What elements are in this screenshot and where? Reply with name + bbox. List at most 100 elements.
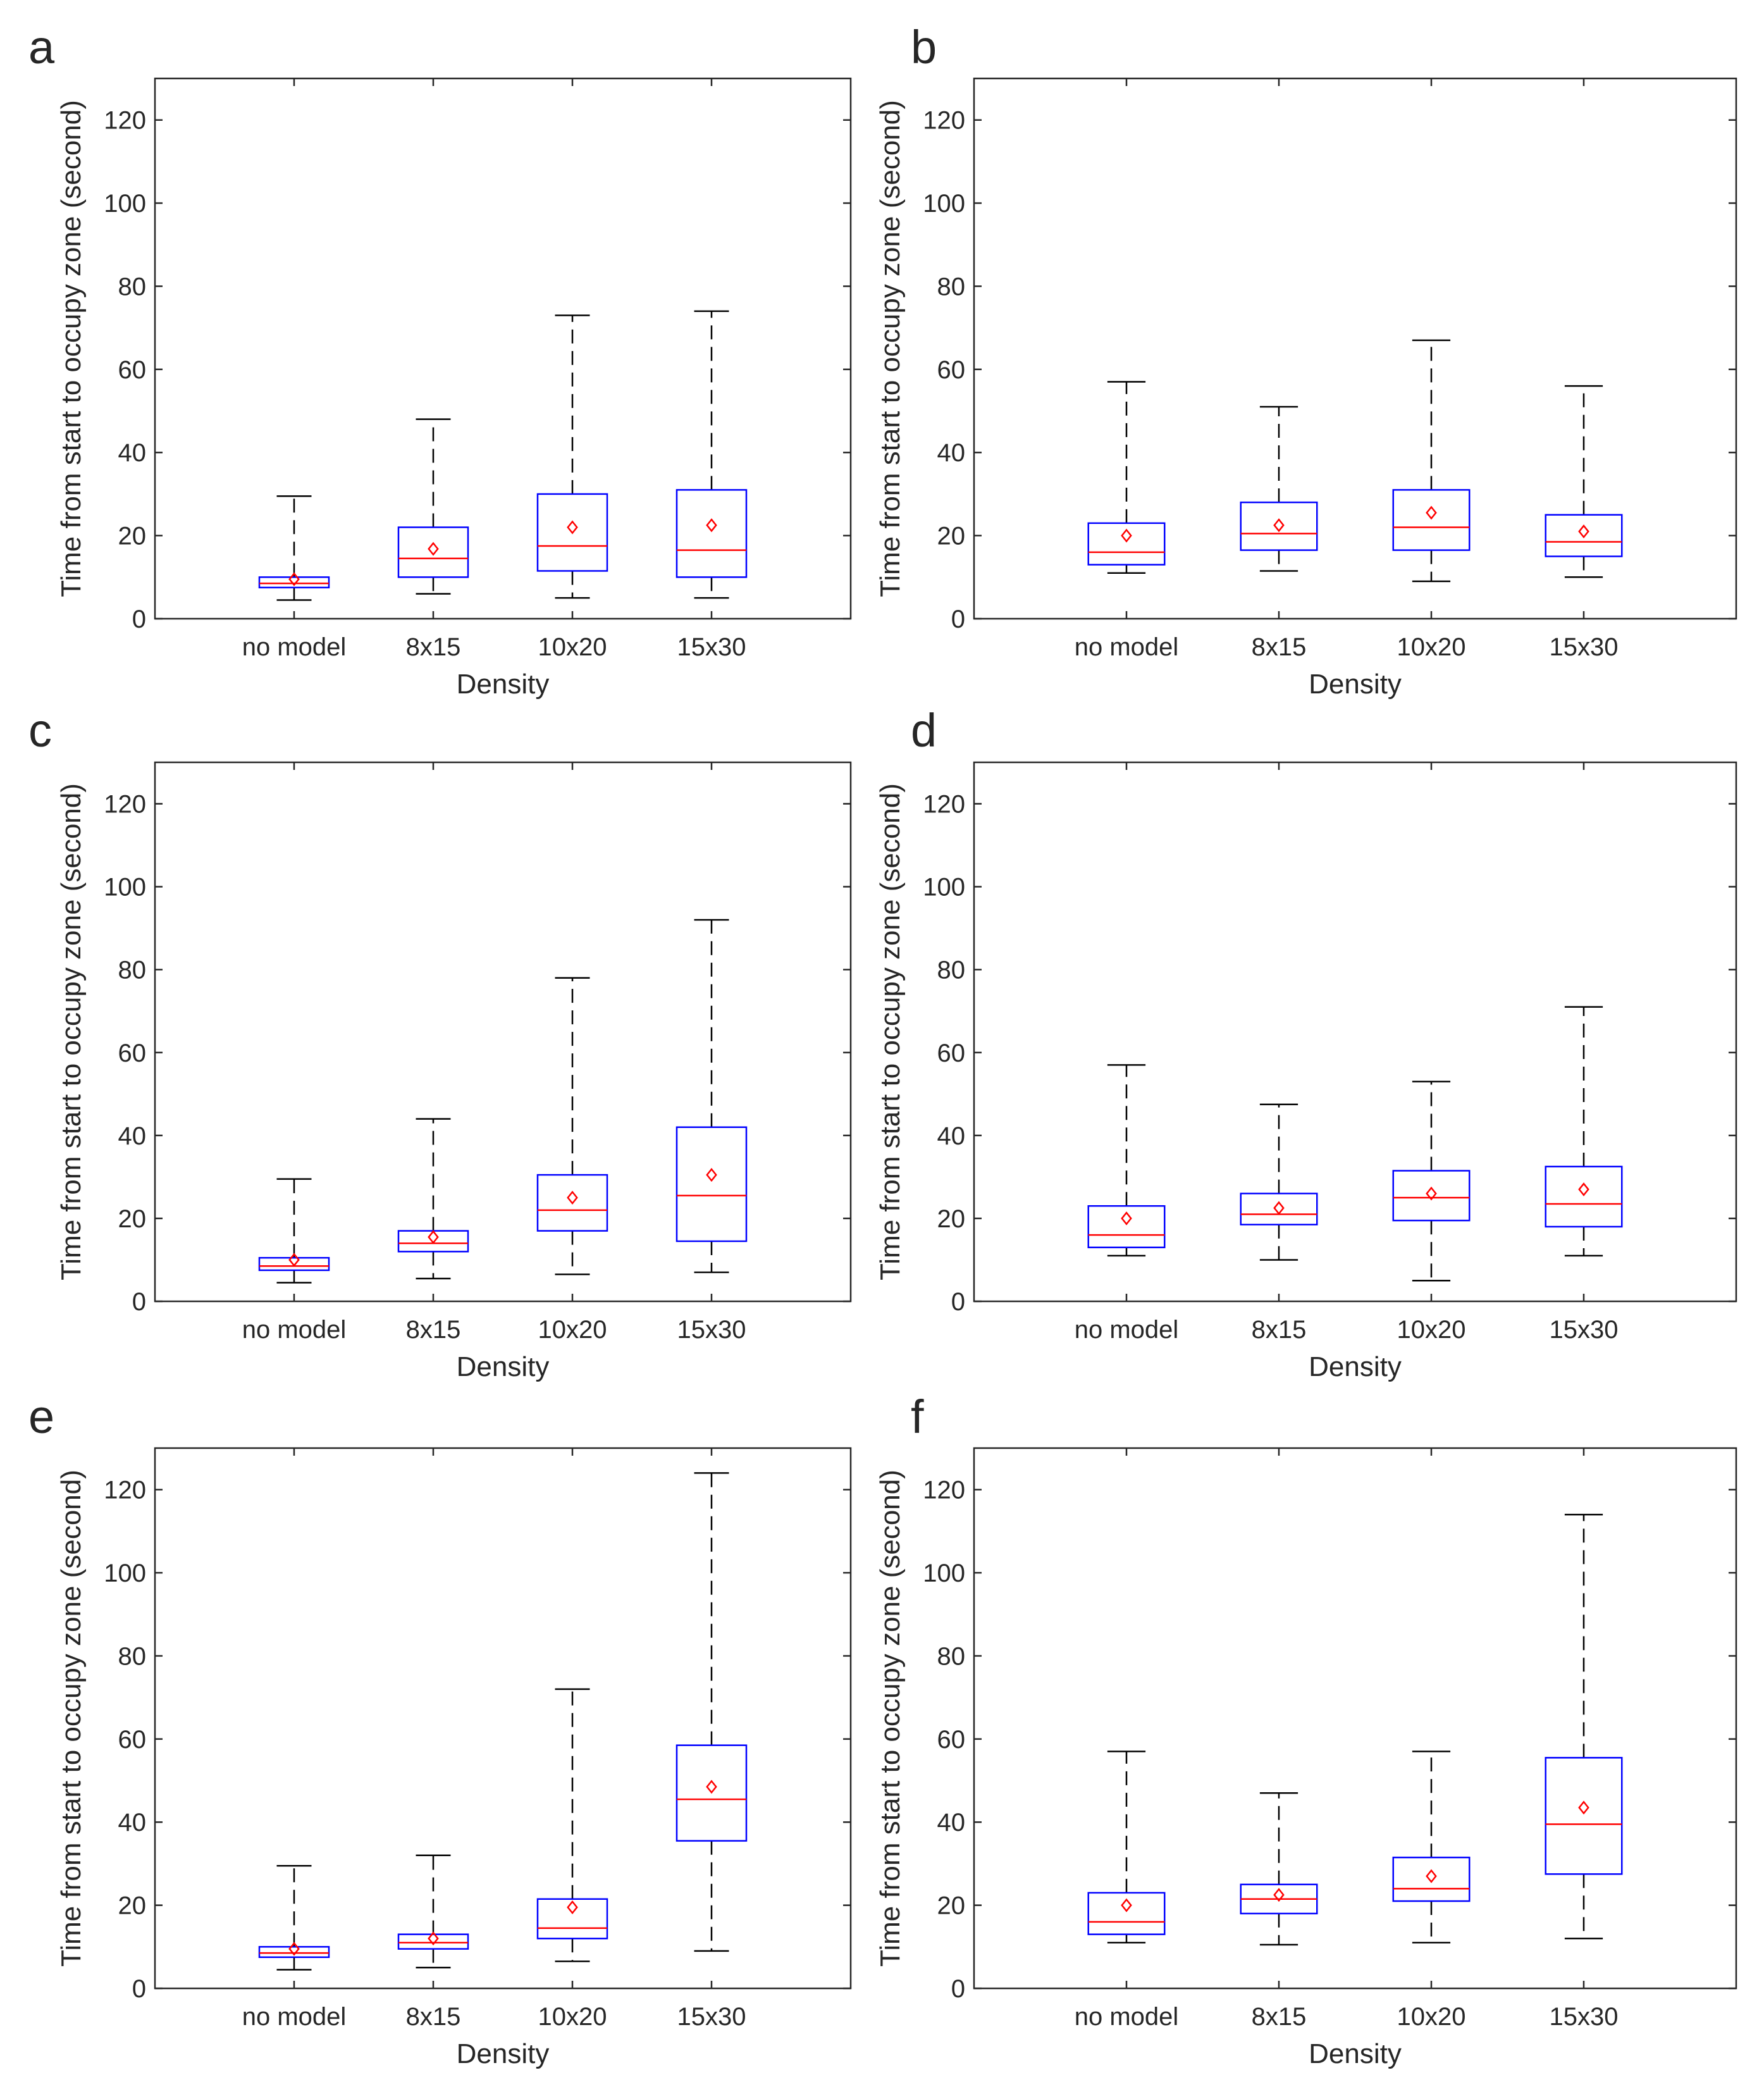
iqr-box xyxy=(675,489,748,578)
mean-marker xyxy=(1273,518,1285,533)
chart-panel-e: e 0 20 40 60 80 100 120 no model 8x15 10x20 15x30 De… xyxy=(28,1391,852,2069)
mean-marker xyxy=(288,572,300,586)
box-15x30 xyxy=(675,1472,748,1952)
y-tick-label: 60 xyxy=(937,1039,966,1067)
chart-panel-d: d 0 20 40 60 80 100 120 no model 8x15 10x20 15x30 De… xyxy=(875,704,1737,1382)
y-tick-label: 120 xyxy=(923,1477,965,1504)
y-tick-label: 120 xyxy=(923,791,965,819)
mean-marker xyxy=(428,1230,439,1244)
y-tick-label: 60 xyxy=(937,1726,966,1754)
iqr-box xyxy=(1545,514,1623,557)
box-10x20 xyxy=(536,1688,608,1962)
axes-frame xyxy=(973,1447,1737,1990)
y-tick-label: 120 xyxy=(104,791,146,819)
x-tick-label: 10x20 xyxy=(1397,633,1466,661)
x-tick-label: no model xyxy=(1075,633,1179,661)
axes-frame xyxy=(154,761,852,1303)
y-axis-title: Time from start to occupy zone (second) xyxy=(875,100,906,597)
y-tick-label: 100 xyxy=(923,190,965,218)
x-axis-title: Density xyxy=(1309,1351,1402,1382)
iqr-box xyxy=(1240,1193,1318,1226)
mean-marker xyxy=(1426,505,1437,520)
x-tick-label: 8x15 xyxy=(1252,2003,1307,2031)
box-10x20 xyxy=(536,977,608,1275)
y-tick-label: 20 xyxy=(937,1205,966,1233)
y-tick-label: 100 xyxy=(923,874,965,902)
box-15x30 xyxy=(675,919,748,1273)
y-tick-label: 80 xyxy=(118,957,147,984)
mean-marker xyxy=(1426,1869,1437,1883)
y-tick-label: 40 xyxy=(937,1809,966,1837)
y-tick-label: 20 xyxy=(937,523,966,550)
iqr-box xyxy=(1087,522,1166,566)
x-axis-title: Density xyxy=(457,2038,550,2069)
iqr-box xyxy=(397,526,469,578)
y-tick-label: 100 xyxy=(104,874,146,902)
y-axis-title: Time from start to occupy zone (second) xyxy=(875,1470,906,1967)
x-tick-label: no model xyxy=(242,1316,347,1344)
y-axis-title: Time from start to occupy zone (second) xyxy=(56,1470,87,1967)
x-tick-label: 15x30 xyxy=(677,2003,746,2031)
y-tick-label: 80 xyxy=(937,1642,966,1670)
y-tick-label: 40 xyxy=(118,1809,147,1837)
y-tick-label: 120 xyxy=(104,1477,146,1504)
box-15x30 xyxy=(675,310,748,599)
x-tick-label: 8x15 xyxy=(1252,633,1307,661)
iqr-box xyxy=(675,1126,748,1242)
mean-marker xyxy=(1578,1182,1589,1197)
axes-frame xyxy=(154,1447,852,1990)
box-8x15 xyxy=(397,1854,469,1969)
mean-marker xyxy=(706,518,717,533)
y-tick-label: 80 xyxy=(118,273,147,301)
mean-marker xyxy=(1121,1898,1132,1912)
mean-marker xyxy=(567,520,578,535)
iqr-box xyxy=(1392,1170,1471,1222)
box-10x20 xyxy=(536,314,608,599)
x-axis-title: Density xyxy=(1309,2038,1402,2069)
y-axis-title: Time from start to occupy zone (second) xyxy=(56,783,87,1280)
box-15x30 xyxy=(1545,1006,1623,1257)
x-tick-label: no model xyxy=(1075,2003,1179,2031)
box-8x15 xyxy=(1240,1792,1318,1946)
box-15x30 xyxy=(1545,385,1623,578)
x-tick-label: 8x15 xyxy=(406,2003,461,2031)
y-tick-label: 0 xyxy=(951,1975,965,2003)
axes-frame xyxy=(973,77,1737,620)
panel-letter: d xyxy=(911,704,937,757)
chart-panel-b: b 0 20 40 60 80 100 120 no model 8x15 10x20 15x30 De… xyxy=(875,21,1737,700)
y-tick-label: 100 xyxy=(923,1559,965,1587)
mean-marker xyxy=(428,542,439,556)
iqr-box xyxy=(1545,1165,1623,1228)
box-10x20 xyxy=(1392,1750,1471,1943)
y-tick-label: 20 xyxy=(118,523,147,550)
x-axis-title: Density xyxy=(457,1351,550,1382)
box-8x15 xyxy=(397,418,469,595)
box-no-model xyxy=(258,495,330,601)
x-tick-label: no model xyxy=(1075,1316,1179,1344)
y-tick-label: 40 xyxy=(118,439,147,467)
y-tick-label: 40 xyxy=(118,1122,147,1150)
x-tick-label: 10x20 xyxy=(538,633,607,661)
mean-marker xyxy=(1121,528,1132,543)
mean-marker xyxy=(706,1780,717,1794)
x-tick-label: no model xyxy=(242,2003,347,2031)
x-tick-label: 8x15 xyxy=(406,1316,461,1344)
mean-marker xyxy=(567,1900,578,1914)
y-tick-label: 100 xyxy=(104,190,146,218)
y-tick-label: 60 xyxy=(118,1039,147,1067)
iqr-box xyxy=(397,1933,469,1950)
y-tick-label: 40 xyxy=(937,1122,966,1150)
x-tick-label: no model xyxy=(242,633,347,661)
box-no-model xyxy=(258,1178,330,1284)
mean-marker xyxy=(288,1942,300,1956)
panel-letter: e xyxy=(28,1391,54,1443)
y-tick-label: 60 xyxy=(118,1726,147,1754)
y-tick-label: 60 xyxy=(118,356,147,384)
panel-letter: b xyxy=(911,21,937,73)
mean-marker xyxy=(1578,1800,1589,1815)
iqr-box xyxy=(258,1256,330,1272)
y-tick-label: 80 xyxy=(118,1642,147,1670)
y-tick-label: 80 xyxy=(937,957,966,984)
x-tick-label: 15x30 xyxy=(1550,2003,1619,2031)
y-tick-label: 0 xyxy=(951,605,965,633)
